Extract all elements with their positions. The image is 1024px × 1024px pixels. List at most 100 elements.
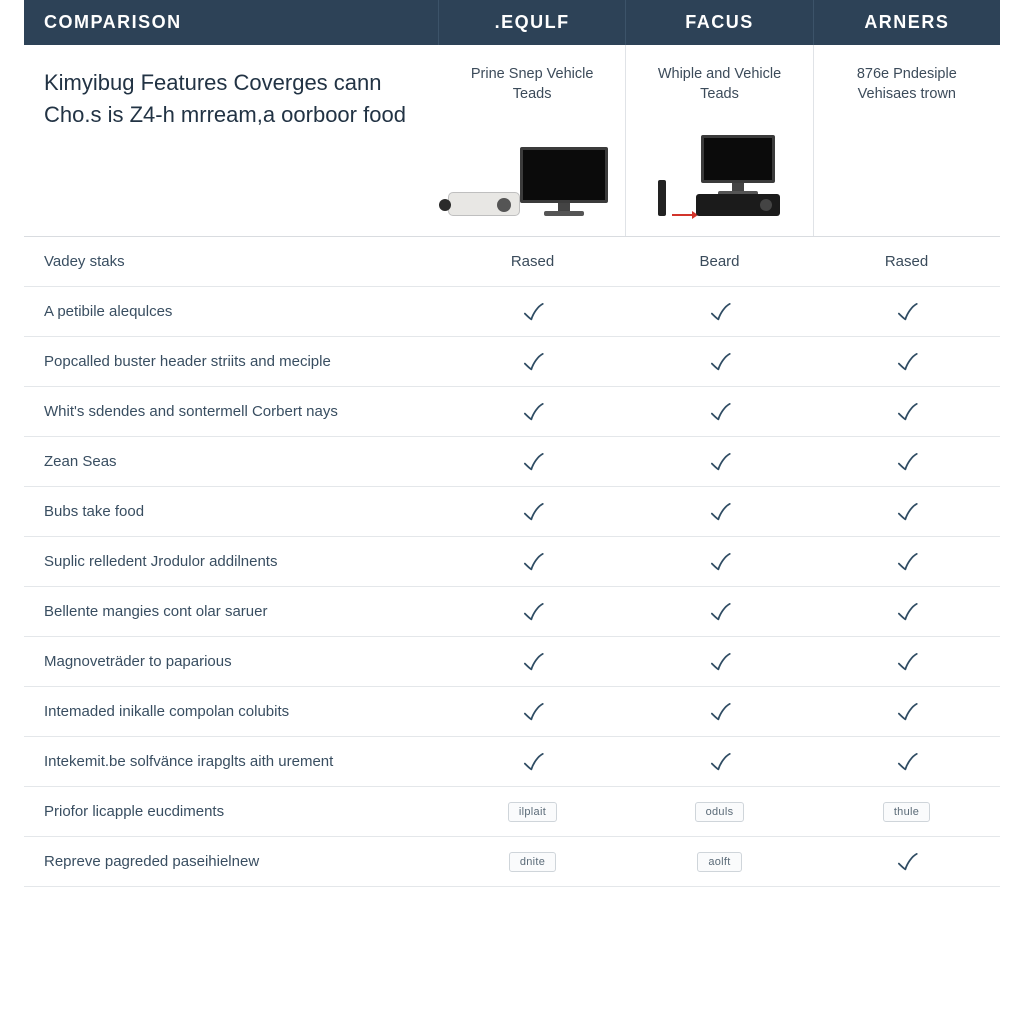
table-row: Popcalled buster header striits and meci… bbox=[24, 337, 1000, 387]
subheader-label-1: Prine Snep Vehicle Teads bbox=[462, 65, 602, 104]
header-col-2: FACUS bbox=[626, 0, 813, 45]
check-icon bbox=[707, 499, 733, 525]
table-row: Zean Seas bbox=[24, 437, 1000, 487]
comparison-cell bbox=[439, 487, 626, 536]
cell-text: Beard bbox=[699, 253, 739, 270]
check-icon bbox=[707, 449, 733, 475]
arrow-icon bbox=[672, 214, 692, 216]
comparison-rows: Vadey staksRasedBeardRasedA petibile ale… bbox=[24, 236, 1000, 887]
check-icon bbox=[520, 349, 546, 375]
comparison-cell: Rased bbox=[813, 237, 1000, 286]
comparison-cell bbox=[813, 287, 1000, 336]
check-icon bbox=[894, 449, 920, 475]
comparison-cell: oduls bbox=[626, 787, 813, 836]
feature-label: Repreve pagreded paseihielnew bbox=[24, 837, 439, 886]
monitor-icon bbox=[701, 135, 775, 196]
feature-label: Vadey staks bbox=[24, 237, 439, 286]
subheader-col-2: Whiple and Vehicle Teads bbox=[626, 45, 813, 236]
check-icon bbox=[707, 649, 733, 675]
comparison-cell: thule bbox=[813, 787, 1000, 836]
check-icon bbox=[520, 749, 546, 775]
table-row: Vadey staks Rased Beard Rased bbox=[24, 237, 1000, 287]
comparison-header: COMPARISON .EQULF FACUS ARNERS bbox=[24, 0, 1000, 45]
pill-button[interactable]: oduls bbox=[695, 802, 745, 822]
comparison-cell bbox=[439, 287, 626, 336]
table-row: Priofor licapple eucdiments ilplait oduls t… bbox=[24, 787, 1000, 837]
comparison-cell bbox=[626, 337, 813, 386]
subheader-col-3: 876e Pndesiple Vehisaes trown bbox=[814, 45, 1000, 236]
check-icon bbox=[707, 349, 733, 375]
check-icon bbox=[520, 399, 546, 425]
check-icon bbox=[894, 649, 920, 675]
pill-button[interactable]: ilplait bbox=[508, 802, 557, 822]
comparison-cell: Beard bbox=[626, 237, 813, 286]
pill-button[interactable]: dnite bbox=[509, 852, 556, 872]
comparison-cell bbox=[626, 587, 813, 636]
monitor-icon bbox=[520, 147, 608, 216]
feature-label: Priofor licapple eucdiments bbox=[24, 787, 439, 836]
check-icon bbox=[894, 549, 920, 575]
comparison-cell bbox=[813, 537, 1000, 586]
check-icon bbox=[707, 699, 733, 725]
check-icon bbox=[520, 649, 546, 675]
pill-button[interactable]: aolft bbox=[697, 852, 741, 872]
projector-icon bbox=[448, 192, 520, 216]
check-icon bbox=[707, 299, 733, 325]
check-icon bbox=[520, 549, 546, 575]
comparison-description: Kimyibug Features Coverges cann Cho.s is… bbox=[24, 45, 439, 147]
feature-label: Magnoveträder to paparious bbox=[24, 637, 439, 686]
feature-label: Intekemit.be solfvänce irapglts aith ure… bbox=[24, 737, 439, 786]
check-icon bbox=[894, 599, 920, 625]
product-image-1 bbox=[456, 122, 608, 216]
table-row: Bellente mangies cont olar saruer bbox=[24, 587, 1000, 637]
comparison-cell bbox=[813, 487, 1000, 536]
cell-text: Rased bbox=[885, 253, 928, 270]
comparison-cell bbox=[626, 537, 813, 586]
comparison-subheader: Kimyibug Features Coverges cann Cho.s is… bbox=[24, 45, 1000, 236]
comparison-cell bbox=[626, 387, 813, 436]
table-row: Intekemit.be solfvänce irapglts aith ure… bbox=[24, 737, 1000, 787]
check-icon bbox=[894, 299, 920, 325]
check-icon bbox=[707, 599, 733, 625]
remote-icon bbox=[658, 180, 666, 216]
comparison-cell: aolft bbox=[626, 837, 813, 886]
feature-label: Intemaded inikalle compolan colubits bbox=[24, 687, 439, 736]
check-icon bbox=[894, 399, 920, 425]
comparison-cell bbox=[439, 687, 626, 736]
check-icon bbox=[520, 499, 546, 525]
header-col-3: ARNERS bbox=[814, 0, 1000, 45]
feature-label: Suplic relledent Jrodulor addilnents bbox=[24, 537, 439, 586]
check-icon bbox=[707, 749, 733, 775]
check-icon bbox=[520, 599, 546, 625]
table-row: Suplic relledent Jrodulor addilnents bbox=[24, 537, 1000, 587]
check-icon bbox=[707, 399, 733, 425]
comparison-cell bbox=[813, 387, 1000, 436]
comparison-cell bbox=[439, 337, 626, 386]
subheader-label-2: Whiple and Vehicle Teads bbox=[649, 65, 789, 104]
pill-button[interactable]: thule bbox=[883, 802, 930, 822]
comparison-cell bbox=[626, 637, 813, 686]
comparison-cell: ilplait bbox=[439, 787, 626, 836]
product-image-2 bbox=[658, 122, 780, 216]
table-row: Magnoveträder to paparious bbox=[24, 637, 1000, 687]
table-row: Bubs take food bbox=[24, 487, 1000, 537]
check-icon bbox=[894, 349, 920, 375]
comparison-cell bbox=[813, 687, 1000, 736]
feature-label: Whit's sdendes and sontermell Corbert na… bbox=[24, 387, 439, 436]
feature-label: Zean Seas bbox=[24, 437, 439, 486]
comparison-cell bbox=[439, 637, 626, 686]
comparison-cell: Rased bbox=[439, 237, 626, 286]
cell-text: Rased bbox=[511, 253, 554, 270]
feature-label: Popcalled buster header striits and meci… bbox=[24, 337, 439, 386]
check-icon bbox=[894, 749, 920, 775]
comparison-cell bbox=[439, 437, 626, 486]
comparison-cell bbox=[813, 337, 1000, 386]
header-col-1: .EQULF bbox=[439, 0, 626, 45]
comparison-cell bbox=[626, 437, 813, 486]
table-row: Intemaded inikalle compolan colubits bbox=[24, 687, 1000, 737]
header-title: COMPARISON bbox=[24, 0, 439, 45]
comparison-cell bbox=[813, 587, 1000, 636]
dvr-icon bbox=[696, 194, 780, 216]
feature-label: Bubs take food bbox=[24, 487, 439, 536]
subheader-label-3: 876e Pndesiple Vehisaes trown bbox=[837, 65, 977, 104]
